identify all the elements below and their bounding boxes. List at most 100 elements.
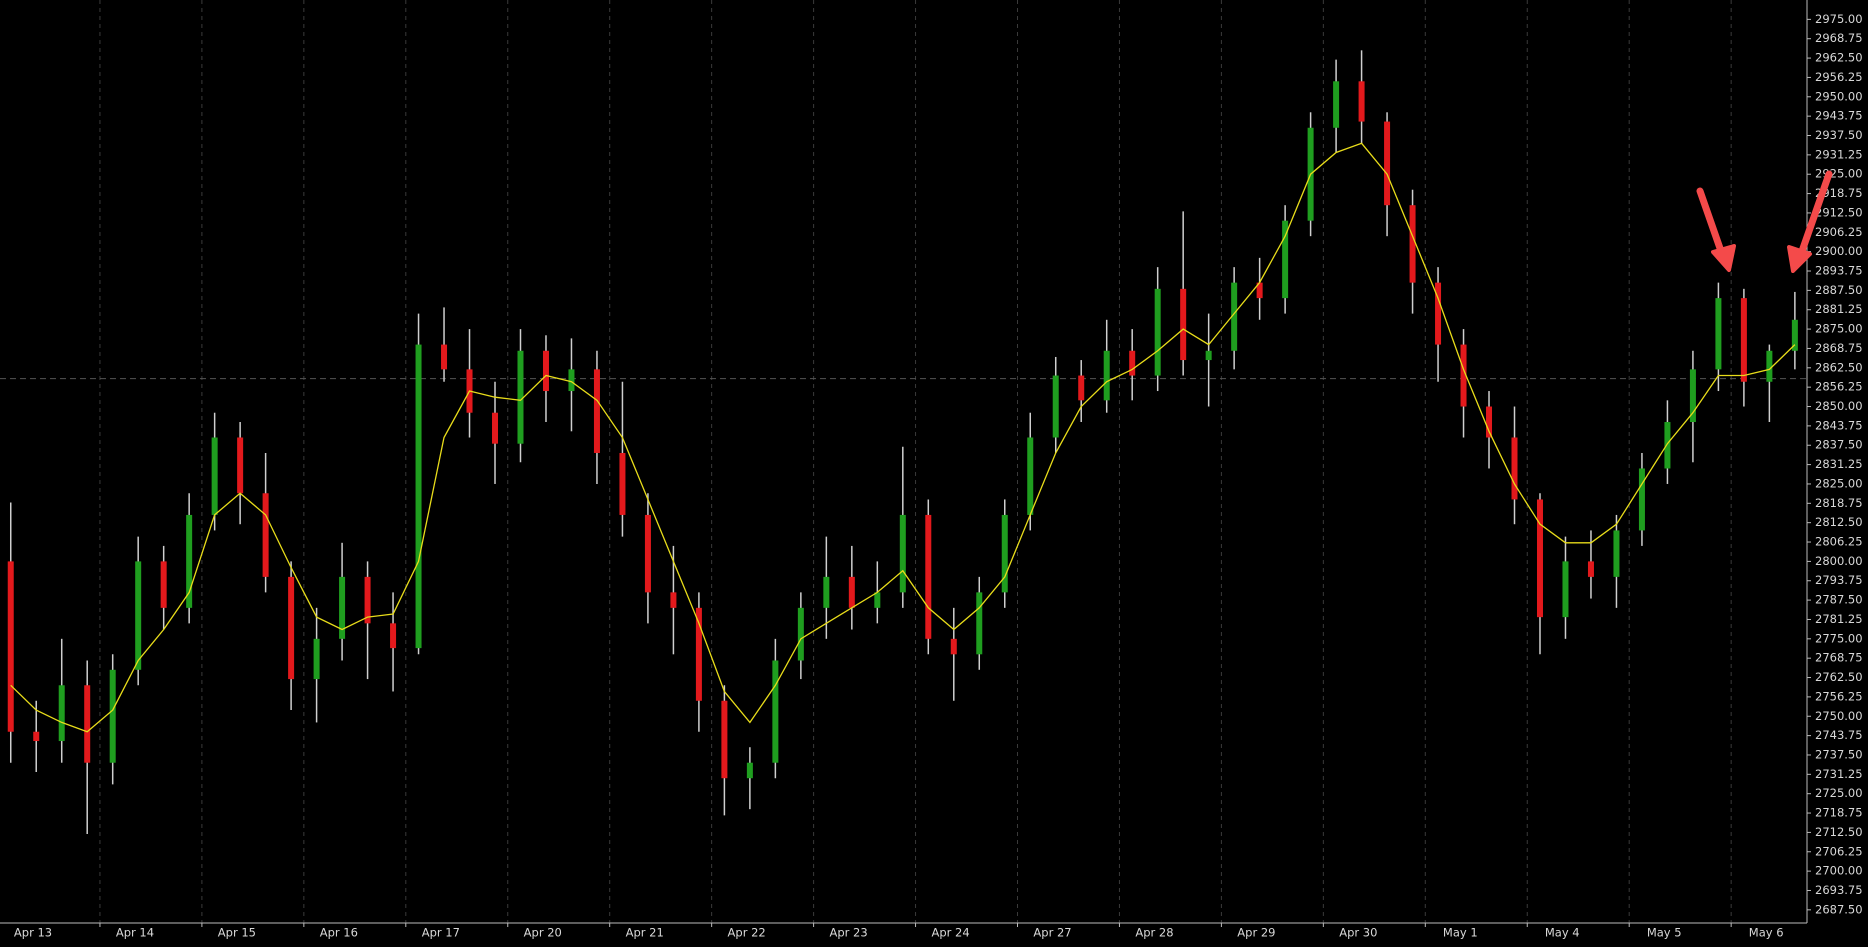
y-tick-label: 2737.50: [1815, 747, 1863, 761]
x-tick-label: Apr 22: [728, 926, 766, 940]
y-tick-label: 2968.75: [1815, 31, 1863, 45]
candle-body: [1486, 406, 1493, 438]
candle-body: [313, 638, 320, 680]
y-tick-label: 2900.00: [1815, 244, 1863, 258]
y-tick-label: 2837.50: [1815, 438, 1863, 452]
y-tick-label: 2687.50: [1815, 902, 1863, 916]
candle-body: [1205, 350, 1212, 361]
candle-body: [135, 561, 142, 670]
candle-body: [746, 762, 753, 779]
candle-body: [1435, 282, 1442, 345]
y-tick-label: 2856.25: [1815, 380, 1863, 394]
candle-body: [644, 514, 651, 593]
x-tick-label: Apr 14: [116, 926, 154, 940]
y-tick-label: 2800.00: [1815, 554, 1863, 568]
y-tick-label: 2743.75: [1815, 728, 1863, 742]
candle-body: [1689, 369, 1696, 423]
annotation-arrows: [1696, 170, 1833, 273]
candle-body: [339, 576, 346, 639]
y-tick-label: 2906.25: [1815, 225, 1863, 239]
candle-body: [1256, 282, 1263, 299]
candle-body: [1052, 375, 1059, 438]
y-tick-label: 2781.25: [1815, 612, 1863, 626]
y-tick-label: 2975.00: [1815, 12, 1863, 26]
y-tick-label: 2875.00: [1815, 322, 1863, 336]
candle-body: [1638, 468, 1645, 531]
candle-body: [568, 369, 575, 392]
candle-body: [1791, 319, 1798, 351]
candle-body: [517, 350, 524, 444]
candle-body: [1180, 288, 1187, 361]
candle-body: [1740, 298, 1747, 382]
y-tick-label: 2887.50: [1815, 283, 1863, 297]
y-tick-label: 2825.00: [1815, 476, 1863, 490]
candle-body: [1715, 298, 1722, 370]
candle-body: [1664, 422, 1671, 469]
candle-body: [415, 344, 422, 649]
x-tick-label: Apr 15: [218, 926, 256, 940]
candle-body: [1536, 499, 1543, 618]
candle-body: [1384, 121, 1391, 206]
y-tick-label: 2925.00: [1815, 167, 1863, 181]
y-tick-label: 2956.25: [1815, 70, 1863, 84]
x-tick-label: Apr 29: [1237, 926, 1275, 940]
x-tick-label: May 5: [1647, 926, 1682, 940]
candle-body: [797, 607, 804, 661]
candle-body: [84, 685, 91, 763]
candle-body: [1001, 514, 1008, 593]
y-tick-label: 2775.00: [1815, 631, 1863, 645]
candle-body: [1231, 282, 1238, 351]
y-tick-label: 2756.25: [1815, 689, 1863, 703]
arrow-head: [1787, 245, 1812, 273]
y-tick-label: 2787.50: [1815, 593, 1863, 607]
candle-body: [262, 493, 269, 577]
x-tick-label: Apr 17: [422, 926, 460, 940]
candle-body: [1358, 81, 1365, 122]
y-tick-label: 2843.75: [1815, 418, 1863, 432]
moving-average-line: [10, 142, 1796, 733]
x-tick-label: Apr 21: [626, 926, 664, 940]
candle-body: [1282, 220, 1289, 299]
candle-body: [619, 452, 626, 515]
candle-body: [33, 731, 40, 742]
arrow-head: [1711, 244, 1736, 272]
candle-body: [848, 576, 855, 608]
candle-body: [899, 514, 906, 593]
y-tick-label: 2718.75: [1815, 806, 1863, 820]
y-tick-label: 2881.25: [1815, 302, 1863, 316]
y-tick-label: 2850.00: [1815, 399, 1863, 413]
x-tick-label: May 1: [1443, 926, 1478, 940]
candle-body: [670, 592, 677, 608]
y-tick-label: 2750.00: [1815, 709, 1863, 723]
candle-body: [1511, 437, 1518, 500]
arrow: [1797, 170, 1833, 258]
y-tick-label: 2862.50: [1815, 360, 1863, 374]
candle-body: [1562, 561, 1569, 618]
candle-body: [976, 592, 983, 655]
y-tick-label: 2943.75: [1815, 109, 1863, 123]
candle-body: [823, 576, 830, 608]
candle-body: [441, 344, 448, 370]
grid-layer: [0, 0, 1807, 923]
candle-body: [109, 669, 116, 763]
y-tick-label: 2912.50: [1815, 205, 1863, 219]
candle-body: [1027, 437, 1034, 515]
candle-body: [211, 437, 218, 515]
y-tick-label: 2831.25: [1815, 457, 1863, 471]
y-tick-label: 2706.25: [1815, 844, 1863, 858]
candle-body: [593, 369, 600, 453]
y-tick-label: 2893.75: [1815, 264, 1863, 278]
y-tick-label: 2712.50: [1815, 825, 1863, 839]
x-tick-label: May 6: [1749, 926, 1784, 940]
y-tick-label: 2937.50: [1815, 128, 1863, 142]
y-tick-label: 2725.00: [1815, 786, 1863, 800]
candle-body: [390, 623, 397, 649]
x-tick-label: Apr 30: [1339, 926, 1377, 940]
candle-body: [1103, 350, 1110, 401]
candle-body: [1129, 350, 1136, 376]
x-tick-label: Apr 28: [1135, 926, 1173, 940]
x-tick-label: Apr 27: [1033, 926, 1071, 940]
candle-body: [237, 437, 244, 494]
y-tick-label: 2693.75: [1815, 883, 1863, 897]
